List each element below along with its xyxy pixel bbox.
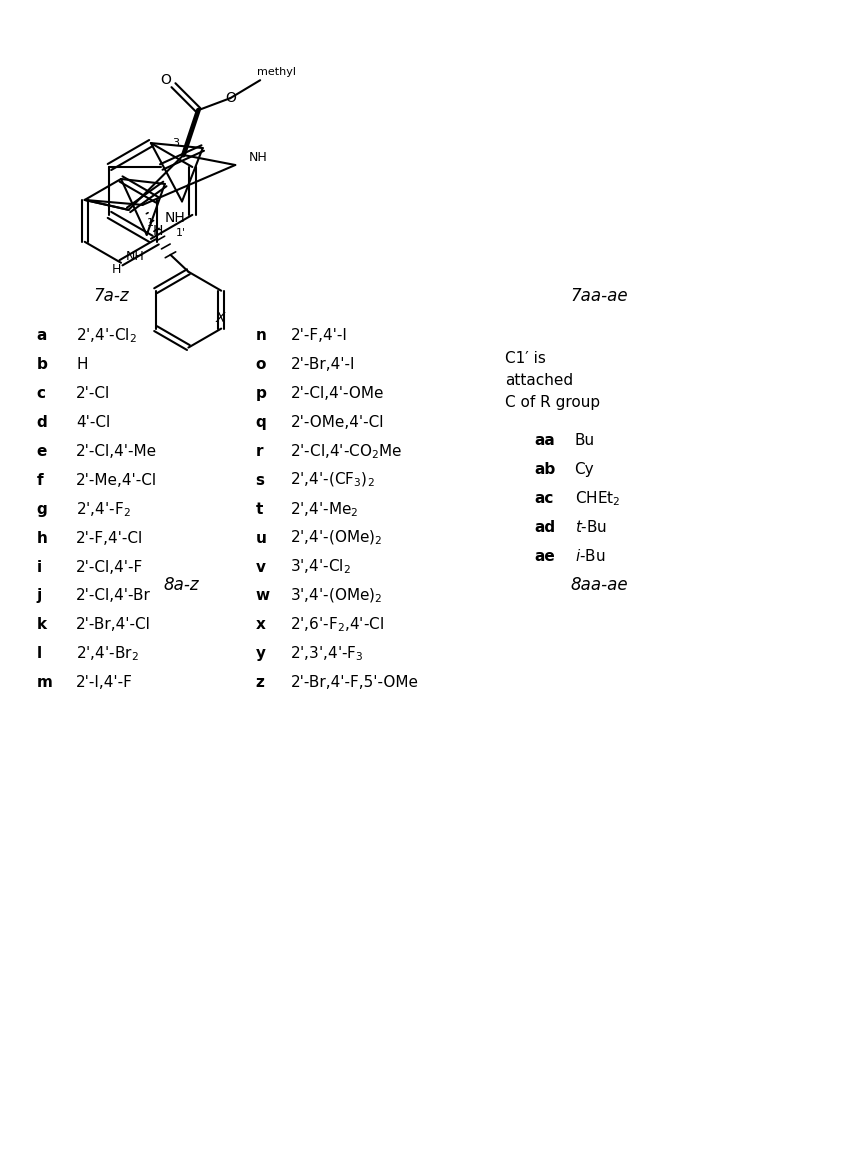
Text: NH: NH xyxy=(126,250,144,263)
Text: f: f xyxy=(36,473,43,488)
Text: ad: ad xyxy=(534,519,556,535)
Text: aa: aa xyxy=(534,433,556,448)
Text: h: h xyxy=(36,531,47,545)
Text: 2',4'-F$_2$: 2',4'-F$_2$ xyxy=(76,500,131,518)
Text: 2'-Br,4'-I: 2'-Br,4'-I xyxy=(291,357,355,372)
Text: ae: ae xyxy=(534,549,556,564)
Text: 2'-Br,4'-F,5'-OMe: 2'-Br,4'-F,5'-OMe xyxy=(291,675,418,690)
Text: 2'-Cl,4'-CO$_2$Me: 2'-Cl,4'-CO$_2$Me xyxy=(291,442,403,461)
Text: 4'-Cl: 4'-Cl xyxy=(76,415,110,429)
Text: 2'-Cl,4'-Br: 2'-Cl,4'-Br xyxy=(76,589,151,604)
Text: ab: ab xyxy=(534,462,556,477)
Text: C1′ is
attached
C of R group: C1′ is attached C of R group xyxy=(504,351,600,410)
Text: n: n xyxy=(256,328,267,343)
Text: 7a-z: 7a-z xyxy=(93,287,129,304)
Text: p: p xyxy=(256,386,267,401)
Text: e: e xyxy=(36,443,47,459)
Text: 1': 1' xyxy=(175,228,186,238)
Text: O: O xyxy=(160,74,171,88)
Text: X: X xyxy=(215,311,225,324)
Text: methyl: methyl xyxy=(256,67,296,77)
Text: g: g xyxy=(36,502,47,517)
Text: 7aa-ae: 7aa-ae xyxy=(570,287,628,304)
Text: 2',4'-Cl$_2$: 2',4'-Cl$_2$ xyxy=(76,326,137,345)
Text: l: l xyxy=(36,646,41,661)
Text: H: H xyxy=(76,357,88,372)
Text: 8aa-ae: 8aa-ae xyxy=(570,576,628,594)
Text: m: m xyxy=(36,675,52,690)
Text: NH: NH xyxy=(249,151,268,164)
Text: H: H xyxy=(112,263,121,276)
Text: c: c xyxy=(36,386,45,401)
Text: 2',4'-Br$_2$: 2',4'-Br$_2$ xyxy=(76,645,139,663)
Text: O: O xyxy=(225,91,236,105)
Text: 2'-Cl,4'-OMe: 2'-Cl,4'-OMe xyxy=(291,386,384,401)
Text: 3',4'-(OMe)$_2$: 3',4'-(OMe)$_2$ xyxy=(291,587,383,605)
Text: 2'-Cl: 2'-Cl xyxy=(76,386,110,401)
Text: b: b xyxy=(36,357,47,372)
Text: s: s xyxy=(256,473,264,488)
Text: Bu: Bu xyxy=(575,433,594,448)
Text: i: i xyxy=(36,559,41,574)
Text: 2',4'-Me$_2$: 2',4'-Me$_2$ xyxy=(291,500,359,518)
Text: 2'-Me,4'-Cl: 2'-Me,4'-Cl xyxy=(76,473,157,488)
Text: d: d xyxy=(36,415,47,429)
Text: $i$-Bu: $i$-Bu xyxy=(575,548,605,564)
Text: 3',4'-Cl$_2$: 3',4'-Cl$_2$ xyxy=(291,558,351,577)
Text: CHEt$_2$: CHEt$_2$ xyxy=(575,489,620,508)
Text: z: z xyxy=(256,675,264,690)
Text: 2',4'-(OMe)$_2$: 2',4'-(OMe)$_2$ xyxy=(291,529,383,548)
Text: r: r xyxy=(256,443,263,459)
Text: u: u xyxy=(256,531,267,545)
Text: Cy: Cy xyxy=(575,462,594,477)
Text: 2'-F,4'-I: 2'-F,4'-I xyxy=(291,328,347,343)
Text: 2'-F,4'-Cl: 2'-F,4'-Cl xyxy=(76,531,144,545)
Text: o: o xyxy=(256,357,266,372)
Text: q: q xyxy=(256,415,266,429)
Text: H: H xyxy=(153,225,163,239)
Text: 2'-Cl,4'-F: 2'-Cl,4'-F xyxy=(76,559,144,574)
Text: k: k xyxy=(36,618,46,633)
Text: y: y xyxy=(256,646,266,661)
Text: v: v xyxy=(256,559,266,574)
Text: t: t xyxy=(256,502,263,517)
Text: 2',6'-F$_2$,4'-Cl: 2',6'-F$_2$,4'-Cl xyxy=(291,615,385,634)
Text: $t$-Bu: $t$-Bu xyxy=(575,519,607,535)
Text: ac: ac xyxy=(534,490,554,505)
Text: 2',3',4'-F$_3$: 2',3',4'-F$_3$ xyxy=(291,645,364,663)
Text: 2'-OMe,4'-Cl: 2'-OMe,4'-Cl xyxy=(291,415,384,429)
Text: w: w xyxy=(256,589,269,604)
Text: 2'-Cl,4'-Me: 2'-Cl,4'-Me xyxy=(76,443,157,459)
Text: 3: 3 xyxy=(172,138,179,149)
Text: a: a xyxy=(36,328,47,343)
Text: 8a-z: 8a-z xyxy=(163,576,198,594)
Text: 2'-I,4'-F: 2'-I,4'-F xyxy=(76,675,133,690)
Text: NH: NH xyxy=(165,212,186,226)
Text: x: x xyxy=(256,618,265,633)
Text: 1: 1 xyxy=(147,218,154,228)
Text: 2',4'-(CF$_3$)$_2$: 2',4'-(CF$_3$)$_2$ xyxy=(291,472,375,489)
Text: j: j xyxy=(36,589,42,604)
Text: 2'-Br,4'-Cl: 2'-Br,4'-Cl xyxy=(76,618,151,633)
